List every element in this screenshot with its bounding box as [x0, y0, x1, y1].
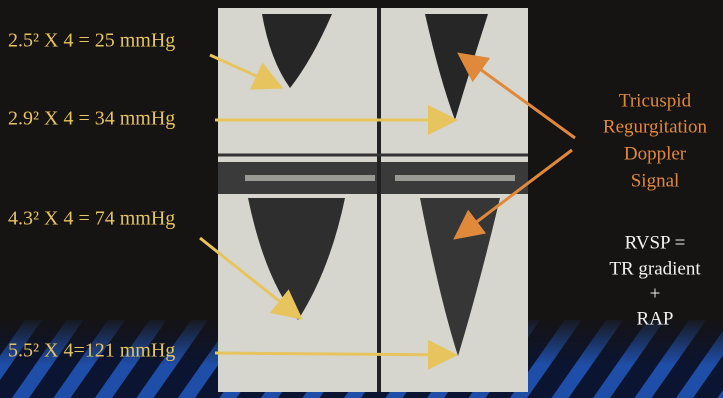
tr-line: Regurgitation — [603, 116, 708, 137]
tr-line: Tricuspid — [619, 90, 692, 111]
rvsp-line: RAP — [637, 308, 674, 329]
rvsp-label: RVSP = TR gradient + RAP — [609, 232, 701, 329]
tr-line: Signal — [631, 170, 680, 191]
tr-line: Doppler — [624, 143, 687, 164]
equation: 2.9² X 4 = 34 mmHg — [8, 108, 175, 130]
equation: 2.5² X 4 = 25 mmHg — [8, 30, 175, 52]
rvsp-line: + — [650, 283, 661, 304]
slide: 2.5² X 4 = 25 mmHg 2.9² X 4 = 34 mmHg 4.… — [0, 0, 723, 398]
tr-label: Tricuspid Regurgitation Doppler Signal — [603, 90, 708, 191]
equations: 2.5² X 4 = 25 mmHg 2.9² X 4 = 34 mmHg 4.… — [8, 30, 175, 362]
equation: 5.5² X 4=121 mmHg — [8, 340, 175, 362]
equation: 4.3² X 4 = 74 mmHg — [8, 208, 175, 230]
rvsp-line: RVSP = — [625, 232, 686, 253]
doppler-image — [218, 8, 528, 392]
rvsp-line: TR gradient — [609, 258, 701, 279]
